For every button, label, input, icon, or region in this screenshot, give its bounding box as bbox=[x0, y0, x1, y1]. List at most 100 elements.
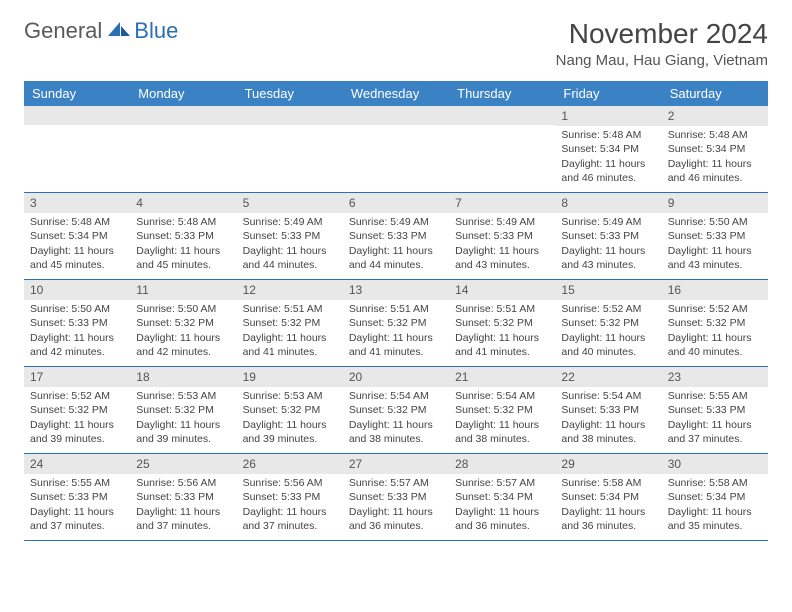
calendar-cell: 13Sunrise: 5:51 AMSunset: 5:32 PMDayligh… bbox=[343, 280, 449, 366]
calendar-cell bbox=[130, 106, 236, 192]
empty-day bbox=[343, 106, 449, 125]
day-number: 13 bbox=[343, 280, 449, 300]
calendar-cell: 4Sunrise: 5:48 AMSunset: 5:33 PMDaylight… bbox=[130, 193, 236, 279]
day-number: 14 bbox=[449, 280, 555, 300]
sunrise-text: Sunrise: 5:52 AM bbox=[668, 302, 762, 316]
calendar-row: 10Sunrise: 5:50 AMSunset: 5:33 PMDayligh… bbox=[24, 280, 768, 367]
daylight-text: Daylight: 11 hours and 46 minutes. bbox=[561, 157, 655, 185]
calendar-cell: 22Sunrise: 5:54 AMSunset: 5:33 PMDayligh… bbox=[555, 367, 661, 453]
empty-day bbox=[449, 106, 555, 125]
sunrise-text: Sunrise: 5:51 AM bbox=[349, 302, 443, 316]
weekday-header: Tuesday bbox=[237, 81, 343, 106]
sunset-text: Sunset: 5:33 PM bbox=[349, 229, 443, 243]
location: Nang Mau, Hau Giang, Vietnam bbox=[556, 52, 768, 69]
sunrise-text: Sunrise: 5:53 AM bbox=[136, 389, 230, 403]
daylight-text: Daylight: 11 hours and 37 minutes. bbox=[243, 505, 337, 533]
sunset-text: Sunset: 5:33 PM bbox=[30, 490, 124, 504]
weekday-header: Wednesday bbox=[343, 81, 449, 106]
daylight-text: Daylight: 11 hours and 37 minutes. bbox=[30, 505, 124, 533]
sunrise-text: Sunrise: 5:51 AM bbox=[243, 302, 337, 316]
calendar-cell: 27Sunrise: 5:57 AMSunset: 5:33 PMDayligh… bbox=[343, 454, 449, 540]
calendar-cell: 5Sunrise: 5:49 AMSunset: 5:33 PMDaylight… bbox=[237, 193, 343, 279]
sunrise-text: Sunrise: 5:48 AM bbox=[136, 215, 230, 229]
calendar-cell bbox=[343, 106, 449, 192]
daylight-text: Daylight: 11 hours and 42 minutes. bbox=[30, 331, 124, 359]
sunrise-text: Sunrise: 5:48 AM bbox=[30, 215, 124, 229]
daylight-text: Daylight: 11 hours and 36 minutes. bbox=[455, 505, 549, 533]
weekday-header: Sunday bbox=[24, 81, 130, 106]
daylight-text: Daylight: 11 hours and 43 minutes. bbox=[668, 244, 762, 272]
day-number: 18 bbox=[130, 367, 236, 387]
sunset-text: Sunset: 5:32 PM bbox=[30, 403, 124, 417]
calendar-cell: 30Sunrise: 5:58 AMSunset: 5:34 PMDayligh… bbox=[662, 454, 768, 540]
day-number: 16 bbox=[662, 280, 768, 300]
weekday-header: Thursday bbox=[449, 81, 555, 106]
day-number: 9 bbox=[662, 193, 768, 213]
calendar-cell: 23Sunrise: 5:55 AMSunset: 5:33 PMDayligh… bbox=[662, 367, 768, 453]
sunrise-text: Sunrise: 5:55 AM bbox=[668, 389, 762, 403]
calendar-cell: 10Sunrise: 5:50 AMSunset: 5:33 PMDayligh… bbox=[24, 280, 130, 366]
calendar-cell: 20Sunrise: 5:54 AMSunset: 5:32 PMDayligh… bbox=[343, 367, 449, 453]
day-number: 2 bbox=[662, 106, 768, 126]
sunset-text: Sunset: 5:32 PM bbox=[455, 316, 549, 330]
sunset-text: Sunset: 5:32 PM bbox=[136, 316, 230, 330]
daylight-text: Daylight: 11 hours and 41 minutes. bbox=[243, 331, 337, 359]
sunrise-text: Sunrise: 5:58 AM bbox=[561, 476, 655, 490]
day-number: 4 bbox=[130, 193, 236, 213]
calendar-cell: 7Sunrise: 5:49 AMSunset: 5:33 PMDaylight… bbox=[449, 193, 555, 279]
day-number: 26 bbox=[237, 454, 343, 474]
sunset-text: Sunset: 5:32 PM bbox=[243, 316, 337, 330]
sunset-text: Sunset: 5:34 PM bbox=[561, 142, 655, 156]
sunrise-text: Sunrise: 5:56 AM bbox=[243, 476, 337, 490]
sunrise-text: Sunrise: 5:57 AM bbox=[455, 476, 549, 490]
calendar-cell: 17Sunrise: 5:52 AMSunset: 5:32 PMDayligh… bbox=[24, 367, 130, 453]
sunrise-text: Sunrise: 5:54 AM bbox=[561, 389, 655, 403]
daylight-text: Daylight: 11 hours and 36 minutes. bbox=[561, 505, 655, 533]
sunset-text: Sunset: 5:33 PM bbox=[136, 490, 230, 504]
calendar-cell: 11Sunrise: 5:50 AMSunset: 5:32 PMDayligh… bbox=[130, 280, 236, 366]
logo-text-blue: Blue bbox=[134, 18, 178, 44]
month-title: November 2024 bbox=[556, 18, 768, 50]
sunrise-text: Sunrise: 5:50 AM bbox=[136, 302, 230, 316]
day-number: 28 bbox=[449, 454, 555, 474]
daylight-text: Daylight: 11 hours and 39 minutes. bbox=[30, 418, 124, 446]
day-number: 30 bbox=[662, 454, 768, 474]
daylight-text: Daylight: 11 hours and 39 minutes. bbox=[136, 418, 230, 446]
calendar-cell: 25Sunrise: 5:56 AMSunset: 5:33 PMDayligh… bbox=[130, 454, 236, 540]
sunset-text: Sunset: 5:32 PM bbox=[243, 403, 337, 417]
calendar-cell: 15Sunrise: 5:52 AMSunset: 5:32 PMDayligh… bbox=[555, 280, 661, 366]
daylight-text: Daylight: 11 hours and 35 minutes. bbox=[668, 505, 762, 533]
calendar-cell: 12Sunrise: 5:51 AMSunset: 5:32 PMDayligh… bbox=[237, 280, 343, 366]
daylight-text: Daylight: 11 hours and 44 minutes. bbox=[349, 244, 443, 272]
day-number: 19 bbox=[237, 367, 343, 387]
empty-day bbox=[130, 106, 236, 125]
calendar-cell: 8Sunrise: 5:49 AMSunset: 5:33 PMDaylight… bbox=[555, 193, 661, 279]
daylight-text: Daylight: 11 hours and 40 minutes. bbox=[561, 331, 655, 359]
calendar-cell bbox=[24, 106, 130, 192]
daylight-text: Daylight: 11 hours and 38 minutes. bbox=[349, 418, 443, 446]
logo: General Blue bbox=[24, 18, 178, 44]
day-number: 25 bbox=[130, 454, 236, 474]
daylight-text: Daylight: 11 hours and 42 minutes. bbox=[136, 331, 230, 359]
daylight-text: Daylight: 11 hours and 44 minutes. bbox=[243, 244, 337, 272]
sunset-text: Sunset: 5:34 PM bbox=[668, 142, 762, 156]
sunrise-text: Sunrise: 5:53 AM bbox=[243, 389, 337, 403]
sunset-text: Sunset: 5:33 PM bbox=[243, 490, 337, 504]
day-number: 8 bbox=[555, 193, 661, 213]
daylight-text: Daylight: 11 hours and 46 minutes. bbox=[668, 157, 762, 185]
calendar-cell: 21Sunrise: 5:54 AMSunset: 5:32 PMDayligh… bbox=[449, 367, 555, 453]
sunrise-text: Sunrise: 5:54 AM bbox=[455, 389, 549, 403]
sunrise-text: Sunrise: 5:57 AM bbox=[349, 476, 443, 490]
sunset-text: Sunset: 5:32 PM bbox=[349, 403, 443, 417]
sunrise-text: Sunrise: 5:49 AM bbox=[561, 215, 655, 229]
day-number: 5 bbox=[237, 193, 343, 213]
daylight-text: Daylight: 11 hours and 37 minutes. bbox=[136, 505, 230, 533]
sunset-text: Sunset: 5:33 PM bbox=[136, 229, 230, 243]
sunset-text: Sunset: 5:32 PM bbox=[136, 403, 230, 417]
sunset-text: Sunset: 5:32 PM bbox=[668, 316, 762, 330]
calendar-row: 17Sunrise: 5:52 AMSunset: 5:32 PMDayligh… bbox=[24, 367, 768, 454]
empty-day bbox=[237, 106, 343, 125]
sunset-text: Sunset: 5:32 PM bbox=[561, 316, 655, 330]
daylight-text: Daylight: 11 hours and 41 minutes. bbox=[455, 331, 549, 359]
daylight-text: Daylight: 11 hours and 45 minutes. bbox=[30, 244, 124, 272]
